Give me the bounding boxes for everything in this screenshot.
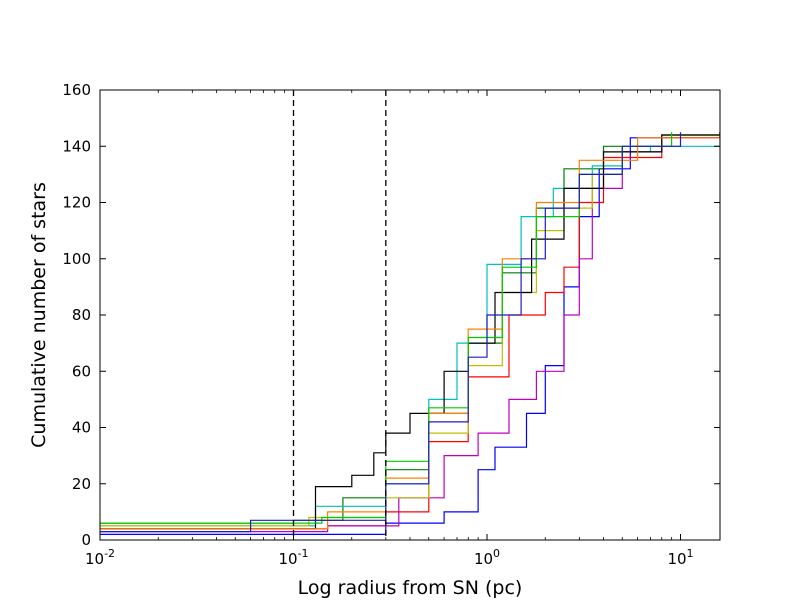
y-tick-label: 140	[62, 137, 91, 155]
x-axis-label: Log radius from SN (pc)	[298, 577, 523, 599]
x-tick-label: 100	[474, 547, 500, 568]
y-tick-label: 160	[62, 81, 91, 99]
reference-lines	[292, 90, 387, 540]
y-axis-label: Cumulative number of stars	[28, 182, 50, 448]
y-tick-label: 20	[72, 475, 91, 493]
x-tick-label: 10-2	[85, 547, 115, 568]
series-line-1	[100, 132, 720, 535]
series-line-10	[100, 132, 682, 533]
y-tick-label: 80	[72, 306, 91, 324]
y-tick-label: 60	[72, 362, 91, 380]
x-tick-label: 10-1	[278, 547, 308, 568]
y-tick-label: 40	[72, 419, 91, 437]
axis-ticks: 0 20 40 60 80 100 120 140 160 10-2 10-1 100 101	[62, 81, 720, 568]
x-tick-label: 101	[667, 547, 693, 568]
y-tick-label: 120	[62, 194, 91, 212]
y-tick-label: 100	[62, 250, 91, 268]
y-tick-label: 0	[81, 531, 91, 549]
